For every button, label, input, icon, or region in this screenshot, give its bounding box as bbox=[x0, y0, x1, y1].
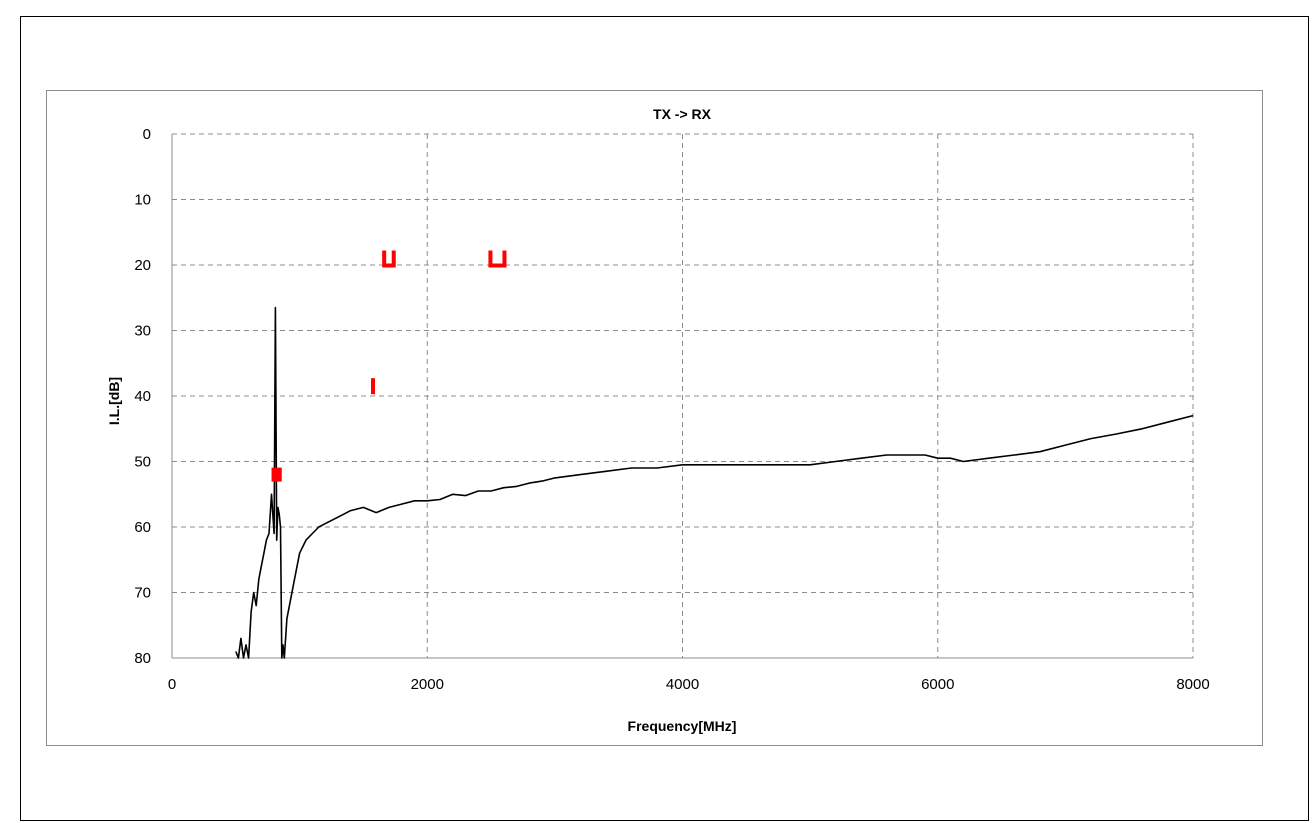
page-frame bbox=[20, 16, 1309, 821]
spec-marker bbox=[271, 467, 282, 482]
y-tick-label: 10 bbox=[134, 192, 151, 209]
y-tick-label: 80 bbox=[134, 650, 151, 667]
chart-area: TX -> RX 0 2000 4000 6000 8000 0 10 20 30 40 50 60 7… bbox=[46, 90, 1263, 746]
grid-layer bbox=[171, 133, 1194, 659]
y-axis-title: I.L.[dB] bbox=[106, 377, 122, 425]
x-tick-label: 6000 bbox=[921, 676, 954, 693]
chart-title: TX -> RX bbox=[653, 106, 712, 122]
y-tick-label: 60 bbox=[134, 519, 151, 536]
x-tick-label: 0 bbox=[168, 676, 176, 693]
spec-marker bbox=[371, 378, 376, 395]
spec-marker bbox=[382, 250, 396, 268]
y-tick-label: 40 bbox=[134, 388, 151, 405]
series-line bbox=[235, 306, 1194, 659]
x-tick-label: 2000 bbox=[411, 676, 444, 693]
y-tick-label: 70 bbox=[134, 585, 151, 602]
x-axis-title: Frequency[MHz] bbox=[628, 718, 737, 734]
chart-svg: TX -> RX 0 2000 4000 6000 8000 0 10 20 30 40 50 60 7… bbox=[106, 106, 1210, 734]
spec-marker bbox=[488, 250, 507, 268]
y-tick-label: 0 bbox=[143, 126, 151, 143]
x-tick-label: 4000 bbox=[666, 676, 699, 693]
y-tick-label: 30 bbox=[134, 323, 151, 340]
tick-layer: 0 2000 4000 6000 8000 0 10 20 30 40 50 60 70 80 bbox=[134, 126, 1209, 693]
marker-layer bbox=[271, 250, 507, 482]
y-tick-label: 50 bbox=[134, 454, 151, 471]
x-tick-label: 8000 bbox=[1176, 676, 1209, 693]
series-layer bbox=[235, 306, 1194, 659]
y-tick-label: 20 bbox=[134, 257, 151, 274]
